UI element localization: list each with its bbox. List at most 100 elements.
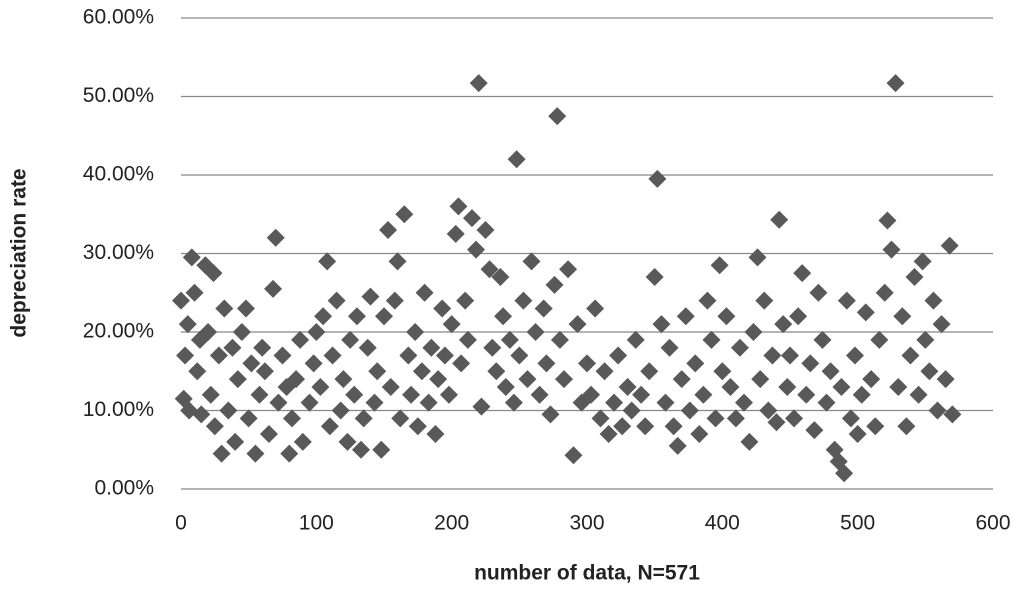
data-point xyxy=(228,370,247,389)
data-point xyxy=(618,377,637,396)
data-point xyxy=(442,315,461,334)
data-point xyxy=(412,362,431,381)
data-point xyxy=(395,205,414,224)
data-point xyxy=(875,283,894,302)
data-point xyxy=(702,330,721,349)
data-point xyxy=(530,385,549,404)
data-point xyxy=(483,338,502,357)
data-point xyxy=(480,260,499,279)
y-tick-label: 60.00% xyxy=(83,6,154,29)
data-point xyxy=(250,385,269,404)
data-point xyxy=(379,220,398,239)
x-tick-label: 600 xyxy=(975,512,1010,535)
data-point xyxy=(172,291,190,310)
data-point xyxy=(232,323,251,341)
data-point xyxy=(259,425,278,444)
data-point xyxy=(408,417,427,436)
data-point xyxy=(640,362,659,381)
data-point xyxy=(676,307,695,326)
data-point xyxy=(273,346,292,365)
data-point xyxy=(841,409,860,428)
data-point xyxy=(449,197,468,216)
y-tick-label: 10.00% xyxy=(83,398,154,421)
data-point xyxy=(763,346,782,365)
data-point xyxy=(496,377,515,396)
data-point xyxy=(648,169,667,188)
data-point xyxy=(266,228,285,247)
data-point xyxy=(856,303,875,322)
data-point xyxy=(518,370,537,389)
data-point xyxy=(381,377,400,396)
data-point xyxy=(554,370,573,389)
data-point xyxy=(215,299,234,318)
data-point xyxy=(226,432,245,451)
data-point xyxy=(361,287,380,306)
data-point xyxy=(690,425,709,444)
data-point xyxy=(837,291,856,310)
data-point xyxy=(351,440,370,459)
data-point xyxy=(817,393,836,412)
data-point xyxy=(656,393,675,412)
data-point xyxy=(334,370,353,389)
data-point xyxy=(422,338,441,357)
data-point xyxy=(748,248,767,267)
data-point xyxy=(293,432,312,451)
data-point xyxy=(439,385,458,404)
data-point xyxy=(550,330,569,349)
data-point xyxy=(469,74,488,93)
data-point xyxy=(406,323,425,341)
data-point xyxy=(433,299,452,318)
data-point xyxy=(686,354,705,373)
data-point xyxy=(924,291,943,310)
data-point xyxy=(199,323,218,341)
data-point xyxy=(253,338,272,357)
data-point xyxy=(721,377,740,396)
data-point xyxy=(781,346,799,365)
data-point xyxy=(467,240,486,259)
data-point xyxy=(280,444,299,463)
data-point xyxy=(936,370,955,389)
data-point xyxy=(901,346,920,365)
data-point xyxy=(311,377,330,396)
data-point xyxy=(327,291,346,310)
data-point xyxy=(698,291,717,310)
data-point xyxy=(835,464,854,483)
data-point xyxy=(269,393,288,412)
data-point xyxy=(402,385,421,404)
data-point xyxy=(886,74,905,93)
data-point xyxy=(622,401,641,420)
data-point xyxy=(897,417,916,436)
data-point xyxy=(740,432,759,451)
data-point xyxy=(391,409,410,428)
data-point xyxy=(680,401,699,420)
data-point xyxy=(928,401,947,420)
data-point xyxy=(889,377,908,396)
data-point xyxy=(507,150,526,169)
data-point xyxy=(242,354,261,373)
data-point xyxy=(304,354,323,373)
data-point xyxy=(564,446,583,465)
data-point xyxy=(706,409,725,428)
data-point xyxy=(730,338,749,357)
data-point xyxy=(188,362,207,381)
y-axis-label: depreciation rate xyxy=(8,168,31,337)
data-point xyxy=(595,362,614,381)
data-point xyxy=(809,283,828,302)
data-point xyxy=(664,417,683,436)
x-tick-label: 0 xyxy=(175,512,187,535)
data-point xyxy=(726,409,745,428)
data-point xyxy=(375,307,393,326)
data-point xyxy=(347,307,366,326)
data-point xyxy=(429,370,448,389)
data-point xyxy=(559,260,578,279)
data-point xyxy=(239,409,258,428)
data-point xyxy=(368,362,387,381)
data-point xyxy=(805,421,824,440)
data-point xyxy=(476,220,495,239)
data-point xyxy=(185,283,204,302)
y-tick-label: 20.00% xyxy=(83,320,154,343)
y-tick-label: 30.00% xyxy=(83,241,154,264)
data-point xyxy=(209,346,228,365)
data-point xyxy=(759,401,778,420)
data-point xyxy=(751,370,770,389)
